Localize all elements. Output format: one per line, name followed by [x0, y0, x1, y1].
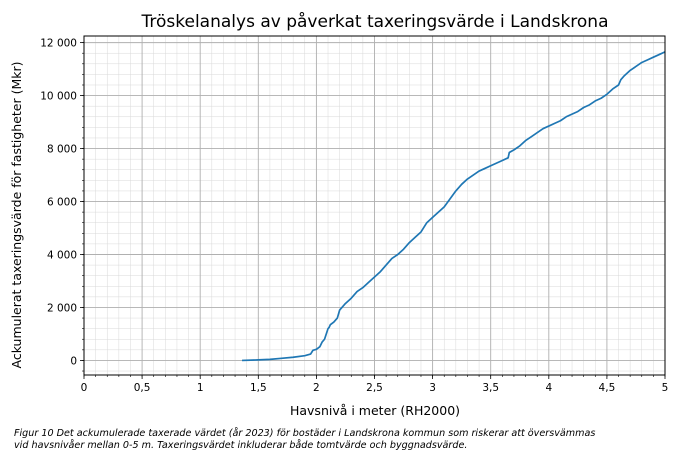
y-tick-label: 10 000 — [40, 91, 77, 103]
y-tick-label: 12 000 — [40, 38, 77, 50]
x-axis-label: Havsnivå i meter (RH2000) — [290, 403, 460, 418]
y-axis-label: Ackumulerat taxeringsvärde för fastighet… — [9, 61, 24, 368]
x-tick-label: 2,5 — [366, 382, 383, 394]
y-tick-label: 0 — [70, 355, 77, 367]
y-axis: 0 2 000 4 000 6 000 8 000 10 000 12 000 — [40, 38, 84, 372]
x-tick-label: 2 — [313, 382, 320, 394]
x-tick-label: 4,5 — [599, 382, 616, 394]
series-layer — [242, 51, 666, 362]
x-axis: 0 0,5 1 1,5 2 2,5 3 3,5 4 4,5 5 — [81, 375, 669, 394]
caption-line-2: vid havsnivåer mellan 0-5 m. Taxeringsvä… — [14, 440, 468, 451]
y-tick-label: 4 000 — [47, 249, 77, 261]
x-tick-label: 5 — [662, 382, 669, 394]
major-grid — [83, 36, 666, 375]
x-tick-label: 1 — [197, 382, 204, 394]
chart-title: Tröskelanalys av påverkat taxeringsvärde… — [141, 11, 609, 32]
y-tick-label: 2 000 — [47, 302, 77, 314]
x-tick-label: 0 — [81, 382, 88, 394]
x-tick-label: 3,5 — [482, 382, 499, 394]
y-tick-label: 6 000 — [47, 197, 77, 209]
chart: 0 0,5 1 1,5 2 2,5 3 3,5 4 4,5 5 0 2 000 4 000 6 000 8 … — [9, 11, 669, 418]
caption-line-1: Figur 10 Det ackumulerade taxerade värde… — [14, 428, 596, 439]
series-line — [242, 51, 666, 362]
x-tick-label: 0,5 — [134, 382, 151, 394]
x-tick-label: 4 — [545, 382, 552, 394]
x-tick-label: 1,5 — [250, 382, 267, 394]
figure-caption: Figur 10 Det ackumulerade taxerade värde… — [14, 428, 698, 452]
x-tick-label: 3 — [429, 382, 436, 394]
y-tick-label: 8 000 — [47, 144, 77, 156]
